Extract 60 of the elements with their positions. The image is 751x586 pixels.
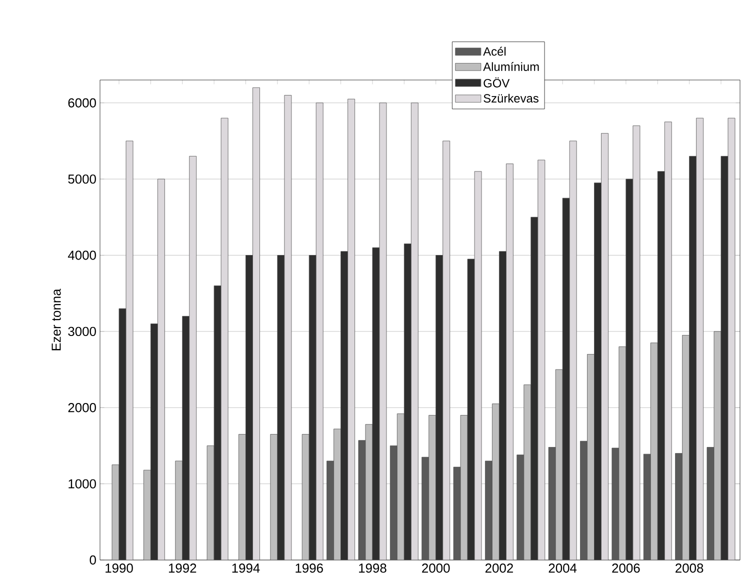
bar [150, 324, 158, 560]
x-tick-label: 1994 [232, 564, 260, 573]
bar [485, 460, 492, 560]
bar [189, 156, 197, 560]
x-tick-label: 1998 [359, 564, 386, 573]
bar [530, 216, 538, 560]
bar [340, 251, 348, 560]
x-tick-label: 1992 [168, 564, 196, 573]
x-tick-label: 1990 [106, 564, 133, 573]
x-tick-label: 2008 [676, 564, 704, 573]
x-tick-label: 1996 [296, 564, 323, 573]
bar [657, 171, 665, 560]
y-tick-label: 2000 [68, 403, 96, 412]
bar [396, 414, 404, 560]
bar [334, 428, 341, 560]
bar [548, 447, 556, 560]
bar [348, 98, 355, 560]
bar [594, 182, 602, 560]
bar [252, 87, 260, 560]
x-tick-label: 2000 [422, 564, 450, 573]
y-tick-label: 6000 [68, 98, 96, 108]
bar [689, 156, 697, 560]
y-axis-title: Ezer tonna [52, 288, 61, 350]
legend-label: Acél [483, 46, 506, 56]
x-tick-label: 2002 [485, 564, 513, 573]
bar [569, 140, 577, 560]
bar [601, 133, 608, 560]
bar [410, 102, 418, 560]
bar [664, 122, 672, 560]
bar [428, 415, 436, 560]
bar [562, 198, 570, 560]
bar [157, 178, 165, 560]
bar [246, 255, 253, 560]
bar [643, 454, 651, 560]
y-tick-label: 1000 [68, 479, 96, 488]
legend-label: Szürkevas [484, 94, 538, 103]
y-tick-label: 4000 [68, 250, 96, 260]
y-tick-label: 5000 [68, 174, 96, 184]
bar [390, 446, 398, 560]
bar [506, 164, 514, 560]
bar [696, 118, 704, 560]
bar [308, 255, 316, 560]
bar [580, 440, 588, 560]
bar [436, 255, 444, 560]
legend-label: GÖV [484, 77, 510, 88]
legend-label: Alumínium [483, 62, 539, 71]
bar [422, 456, 430, 560]
x-tick-label: 2004 [548, 564, 577, 573]
bar [442, 140, 450, 560]
bar [516, 454, 524, 560]
bar [316, 102, 324, 560]
bar [182, 316, 190, 560]
x-tick-label: 2006 [612, 564, 640, 573]
bar [499, 251, 506, 560]
y-tick-label: 0 [90, 555, 96, 565]
bar [538, 160, 546, 560]
y-tick-label: 3000 [68, 326, 96, 336]
bar [404, 244, 412, 560]
bar [326, 460, 334, 560]
bar [675, 453, 683, 560]
